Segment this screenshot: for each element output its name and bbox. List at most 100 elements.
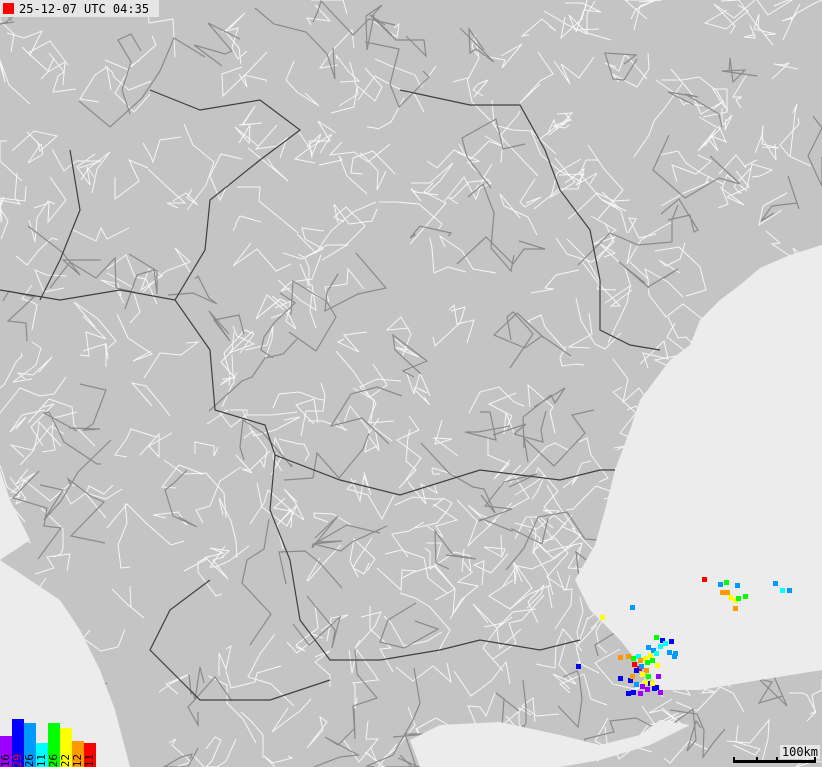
river bbox=[312, 524, 388, 552]
river bbox=[239, 418, 293, 468]
river bbox=[78, 37, 206, 128]
road bbox=[396, 415, 422, 482]
road bbox=[543, 0, 596, 35]
road bbox=[431, 467, 456, 476]
legend-bar: 26 bbox=[23, 723, 36, 767]
river bbox=[409, 225, 453, 239]
road bbox=[790, 0, 822, 21]
road bbox=[809, 679, 822, 715]
country-borders bbox=[0, 89, 661, 701]
road bbox=[255, 294, 287, 320]
road bbox=[117, 502, 131, 569]
road bbox=[554, 570, 573, 630]
road bbox=[599, 243, 632, 288]
road bbox=[352, 387, 395, 424]
river bbox=[392, 333, 429, 378]
road bbox=[349, 61, 383, 102]
road bbox=[263, 755, 294, 767]
lightning-strike bbox=[658, 690, 663, 695]
road bbox=[348, 648, 380, 682]
river bbox=[807, 115, 822, 187]
river bbox=[604, 52, 638, 81]
road bbox=[225, 665, 282, 689]
river bbox=[505, 511, 613, 571]
legend-bar: 11 bbox=[35, 742, 48, 767]
road bbox=[629, 261, 684, 298]
river bbox=[662, 707, 702, 752]
road bbox=[205, 736, 222, 767]
road bbox=[359, 152, 387, 191]
road bbox=[354, 611, 382, 649]
river bbox=[420, 442, 496, 514]
road bbox=[626, 221, 674, 265]
road bbox=[349, 537, 376, 578]
scale-tick bbox=[756, 757, 758, 763]
road bbox=[399, 592, 451, 653]
legend-bar: 26 bbox=[47, 723, 60, 767]
road bbox=[703, 4, 749, 30]
river bbox=[283, 432, 370, 481]
road bbox=[79, 315, 107, 357]
timestamp-text: 25-12-07 UTC 04:35 bbox=[19, 1, 150, 16]
road bbox=[394, 496, 445, 508]
road bbox=[306, 4, 332, 26]
road bbox=[472, 79, 489, 98]
road bbox=[228, 325, 256, 354]
road bbox=[579, 258, 633, 307]
road bbox=[630, 0, 657, 31]
river bbox=[478, 517, 549, 545]
road bbox=[16, 356, 53, 380]
road bbox=[367, 417, 393, 452]
road bbox=[238, 105, 263, 126]
road bbox=[346, 479, 395, 521]
road bbox=[758, 192, 788, 227]
road bbox=[230, 409, 298, 416]
road bbox=[483, 43, 523, 69]
road bbox=[9, 476, 27, 505]
road bbox=[438, 234, 497, 274]
road bbox=[0, 140, 23, 182]
road bbox=[0, 59, 31, 105]
road bbox=[147, 168, 187, 209]
road bbox=[743, 24, 756, 39]
road bbox=[342, 720, 380, 763]
river bbox=[208, 338, 298, 412]
road bbox=[221, 27, 248, 60]
road bbox=[376, 567, 418, 592]
road bbox=[6, 30, 44, 56]
road bbox=[587, 144, 624, 220]
scale-tick bbox=[733, 757, 735, 763]
river bbox=[187, 676, 233, 728]
road bbox=[771, 62, 799, 80]
road bbox=[286, 632, 324, 654]
river bbox=[11, 470, 63, 560]
road bbox=[379, 201, 443, 230]
road bbox=[411, 162, 454, 195]
road bbox=[721, 108, 733, 131]
lightning-strike bbox=[634, 668, 639, 673]
road bbox=[237, 186, 299, 234]
road bbox=[364, 743, 398, 767]
road bbox=[647, 278, 707, 323]
road bbox=[576, 596, 589, 644]
river bbox=[292, 595, 342, 649]
road bbox=[333, 203, 378, 225]
road bbox=[409, 182, 447, 245]
road bbox=[663, 740, 710, 764]
river bbox=[162, 747, 199, 767]
road bbox=[270, 436, 284, 476]
road bbox=[756, 0, 793, 16]
lightning-strike bbox=[646, 674, 651, 679]
road bbox=[499, 464, 530, 510]
road bbox=[509, 442, 571, 484]
road bbox=[274, 300, 297, 330]
road bbox=[395, 662, 452, 684]
river bbox=[329, 386, 403, 445]
lightning-strike bbox=[643, 680, 648, 685]
road bbox=[526, 314, 567, 352]
road bbox=[565, 2, 602, 33]
road bbox=[452, 77, 495, 126]
road bbox=[383, 615, 443, 647]
road bbox=[641, 705, 679, 726]
